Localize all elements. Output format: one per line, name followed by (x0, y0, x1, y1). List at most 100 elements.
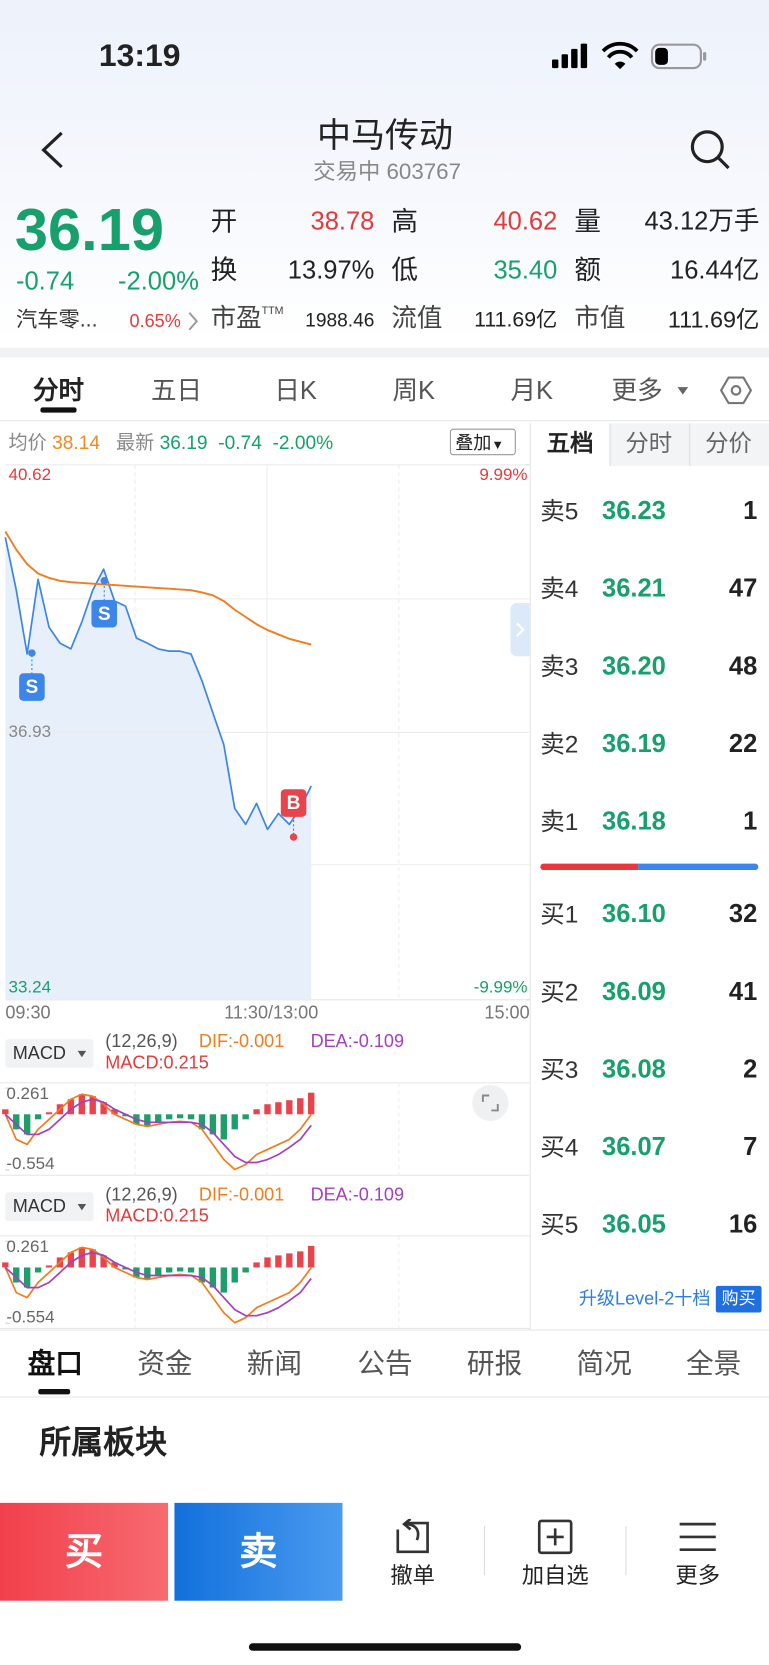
action-label[interactable]: 加自选 (521, 1564, 589, 1589)
detail-tab[interactable]: 简况 (576, 1347, 632, 1380)
orderbook-tab[interactable]: 分时 (625, 429, 673, 457)
orderbook-price: 36.07 (601, 1132, 666, 1162)
detail-tab[interactable]: 新闻 (246, 1347, 303, 1380)
macd-bar (133, 1114, 140, 1125)
status-time: 13:19 (98, 38, 181, 74)
orderbook-volume: 41 (728, 977, 758, 1007)
indicator-params: (12,26,9) (105, 1184, 177, 1204)
stat-value: 16.44亿 (670, 256, 760, 286)
macd-bar (78, 1247, 85, 1268)
tab-indicator (38, 1389, 71, 1395)
macd-bar (198, 1267, 206, 1283)
orderbook-label: 买5 (540, 1210, 579, 1239)
marker-dot (28, 649, 36, 657)
price-change: -0.74 (15, 266, 75, 296)
indicator-name: MACD (13, 1043, 66, 1063)
buy-level2-button[interactable]: 购买 (715, 1285, 762, 1313)
dea-line (4, 1251, 312, 1317)
expand-button (472, 1084, 509, 1122)
y-tick-label: 0.261 (6, 1084, 49, 1103)
orderbook-volume: 22 (728, 729, 758, 759)
macd-bar (297, 1251, 304, 1268)
orderbook-label: 买2 (540, 977, 579, 1006)
macd-bar (275, 1255, 282, 1268)
sector-name[interactable]: 汽车零... (15, 308, 98, 332)
orderbook-price: 36.09 (601, 977, 666, 1007)
back-button[interactable] (38, 130, 66, 170)
search-button[interactable] (688, 128, 733, 173)
overlay-button[interactable]: 叠加▼ (449, 428, 516, 456)
macd-bar (100, 1255, 107, 1268)
macd-bar (275, 1102, 282, 1115)
indicator-select (5, 1039, 94, 1068)
marker-label: S (98, 604, 111, 625)
x-tick-label: 15:00 (484, 1002, 529, 1022)
ask-ratio-bar (540, 863, 639, 871)
macd-bar (308, 1092, 315, 1115)
action-label[interactable]: 更多 (675, 1564, 721, 1589)
macd-bar (253, 1262, 260, 1268)
x-tick-label: 09:30 (5, 1002, 50, 1022)
macd-bar (176, 1114, 184, 1119)
divider (609, 423, 611, 466)
detail-tab[interactable]: 盘口 (27, 1347, 83, 1380)
period-tab[interactable]: 五日 (151, 376, 203, 406)
macd-bar (67, 1252, 75, 1268)
detail-tab[interactable]: 公告 (357, 1347, 413, 1380)
period-tab[interactable]: 日K (274, 376, 317, 406)
legend-value: 36.19 (159, 431, 208, 454)
divider (689, 423, 691, 466)
macd-bar (155, 1114, 162, 1123)
divider (625, 1526, 627, 1576)
more-icon (679, 1522, 716, 1551)
detail-tab[interactable]: 资金 (137, 1347, 193, 1380)
stat-label: 开 (210, 206, 238, 237)
orderbook-tab[interactable]: 分价 (705, 429, 752, 457)
section-title: 所属板块 (39, 1425, 167, 1461)
dif-label: DIF:-0.001 (199, 1184, 284, 1204)
divider (0, 1329, 769, 1331)
macd-bar (100, 1102, 107, 1115)
add-watch-icon (537, 1519, 573, 1555)
period-tab[interactable]: 周K (392, 376, 436, 406)
upgrade-link[interactable]: 升级Level-2十档 (578, 1288, 711, 1309)
orderbook-label: 卖5 (540, 497, 579, 525)
stock-status: 交易中 603767 (313, 160, 462, 185)
orderbook-price: 36.20 (601, 651, 666, 681)
orderbook-price: 36.05 (601, 1210, 666, 1240)
indicator-arrow (77, 1050, 87, 1058)
macd-bar (23, 1114, 31, 1135)
macd-bar (165, 1114, 173, 1120)
period-tab[interactable]: 分时 (32, 376, 85, 406)
dif-line (4, 1246, 312, 1324)
buy-button[interactable]: 买 (0, 1502, 169, 1601)
macd-bar (45, 1265, 53, 1268)
legend-value: -2.00% (272, 431, 334, 454)
action-label[interactable]: 撤单 (390, 1564, 436, 1589)
orderbook-tab[interactable]: 五档 (546, 429, 594, 457)
macd-bar (165, 1267, 173, 1273)
macd-bar (144, 1114, 151, 1127)
detail-tab[interactable]: 全景 (686, 1347, 742, 1380)
macd-bar (286, 1253, 293, 1268)
macd-bar (56, 1257, 64, 1268)
period-tab[interactable]: 更多 (611, 376, 663, 406)
period-tab[interactable]: 月K (510, 376, 554, 406)
orderbook-price: 36.10 (601, 899, 666, 929)
macd-label: MACD:0.215 (105, 1206, 208, 1226)
y-tick-label: 0.261 (6, 1237, 49, 1256)
chart-legend: 均价 38.14 最新 36.19 -0.74 -2.00% (9, 433, 334, 452)
status-icons (552, 41, 707, 70)
settings-button[interactable] (719, 374, 753, 406)
side-handle[interactable] (510, 603, 530, 657)
macd-bar (155, 1267, 162, 1276)
detail-tab[interactable]: 研报 (466, 1347, 523, 1380)
indicator-name: MACD (13, 1196, 66, 1216)
orderbook-volume: 2 (743, 1055, 758, 1084)
side-handle-arrow (516, 622, 525, 637)
orderbook-label: 买1 (540, 900, 579, 928)
price-line (4, 537, 312, 831)
marker-badge (19, 673, 45, 701)
sell-button[interactable]: 卖 (174, 1502, 343, 1601)
